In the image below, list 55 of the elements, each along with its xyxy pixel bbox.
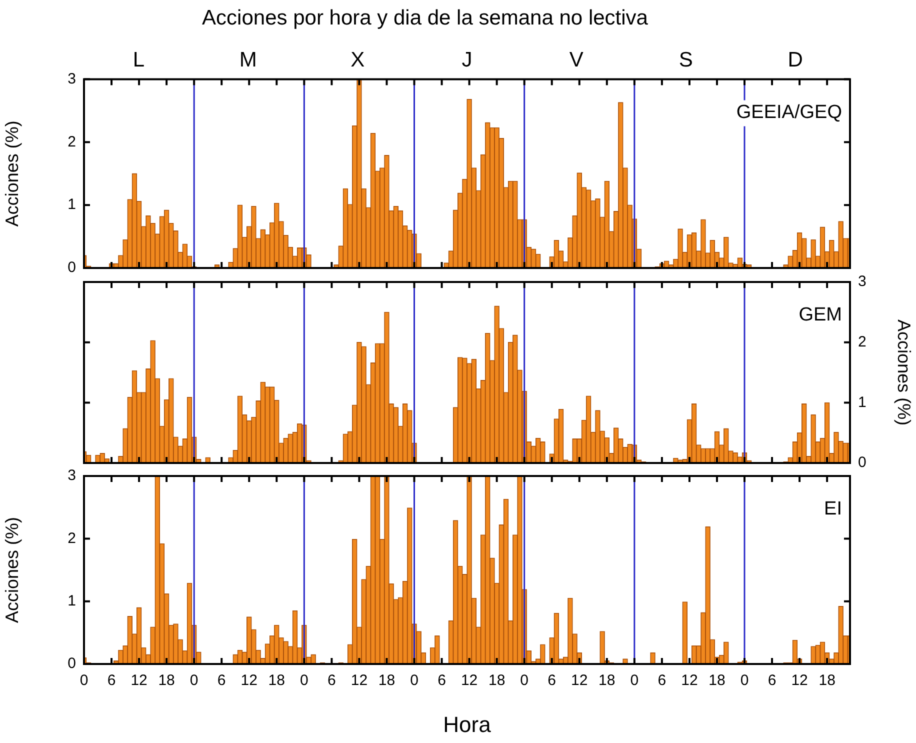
y-tick-label: 3 <box>68 467 76 484</box>
text: D <box>788 48 803 72</box>
y2-tick-label: 1 <box>858 393 866 410</box>
x-tick-label: 12 <box>350 672 368 690</box>
text: L <box>132 48 145 72</box>
chart-title: Acciones por hora y dia de la semana no lectiva <box>202 6 648 30</box>
x-tick-label: 18 <box>158 672 175 690</box>
x-tick-label: 0 <box>300 672 308 690</box>
y2-tick-label: 3 <box>858 272 866 290</box>
x-tick-label: 12 <box>571 672 588 690</box>
y-tick-label: 2 <box>68 133 76 150</box>
annotation: GEEIA/GEQ <box>736 102 842 123</box>
x-tick-label: 6 <box>658 672 666 690</box>
text: S <box>678 48 693 72</box>
x-tick-label: 12 <box>130 672 148 690</box>
annotation: EI <box>824 499 842 520</box>
text: J <box>462 48 472 72</box>
y-tick-label: 1 <box>68 592 76 610</box>
x-axis-title: Hora <box>443 712 492 738</box>
y-tick-label: 0 <box>68 655 76 672</box>
y-tick-label: 3 <box>68 70 76 88</box>
x-tick-label: 6 <box>548 672 556 690</box>
y-axis-title: Acciones (%) <box>2 120 22 227</box>
y-tick-label: 1 <box>68 196 76 214</box>
text: X <box>350 48 365 72</box>
x-tick-label: 12 <box>681 672 698 690</box>
x-tick-label: 18 <box>378 672 396 690</box>
text: V <box>569 48 584 72</box>
y2-tick-label: 0 <box>858 454 866 471</box>
x-tick-label: 18 <box>488 672 506 690</box>
x-tick-label: 12 <box>240 672 258 690</box>
x-tick-label: 0 <box>520 672 529 690</box>
x-tick-label: 6 <box>107 672 116 690</box>
x-tick-label: 18 <box>818 672 836 690</box>
x-tick-label: 6 <box>768 672 776 690</box>
y-tick-label: 0 <box>68 259 76 276</box>
y-axis-title: Acciones (%) <box>2 517 22 624</box>
x-tick-label: 0 <box>190 672 198 690</box>
y2-axis-title: Acciones (%) <box>894 319 914 426</box>
x-tick-label: 0 <box>410 672 418 690</box>
x-tick-label: 12 <box>791 672 808 690</box>
y2-tick-label: 2 <box>858 333 866 350</box>
text: M <box>239 48 257 72</box>
x-tick-label: 6 <box>328 672 336 690</box>
x-tick-label: 0 <box>630 672 639 690</box>
x-tick-label: 18 <box>598 672 616 690</box>
x-tick-label: 6 <box>217 672 226 690</box>
x-tick-label: 0 <box>740 672 749 690</box>
annotation: GEM <box>798 304 842 326</box>
x-tick-label: 6 <box>438 672 446 690</box>
x-tick-label: 12 <box>460 672 478 690</box>
y-tick-label: 2 <box>68 530 76 548</box>
x-tick-label: 18 <box>708 672 726 690</box>
x-tick-label: 18 <box>268 672 285 690</box>
x-tick-label: 0 <box>80 672 88 690</box>
